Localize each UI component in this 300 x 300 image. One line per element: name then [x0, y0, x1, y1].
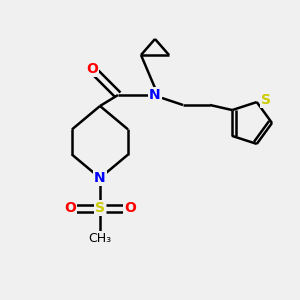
- Text: O: O: [86, 62, 98, 76]
- Text: S: S: [261, 93, 271, 107]
- Text: N: N: [149, 88, 161, 102]
- Text: O: O: [64, 201, 76, 215]
- Text: O: O: [124, 201, 136, 215]
- Text: CH₃: CH₃: [88, 232, 112, 244]
- Text: S: S: [95, 201, 105, 215]
- Text: N: N: [94, 171, 106, 185]
